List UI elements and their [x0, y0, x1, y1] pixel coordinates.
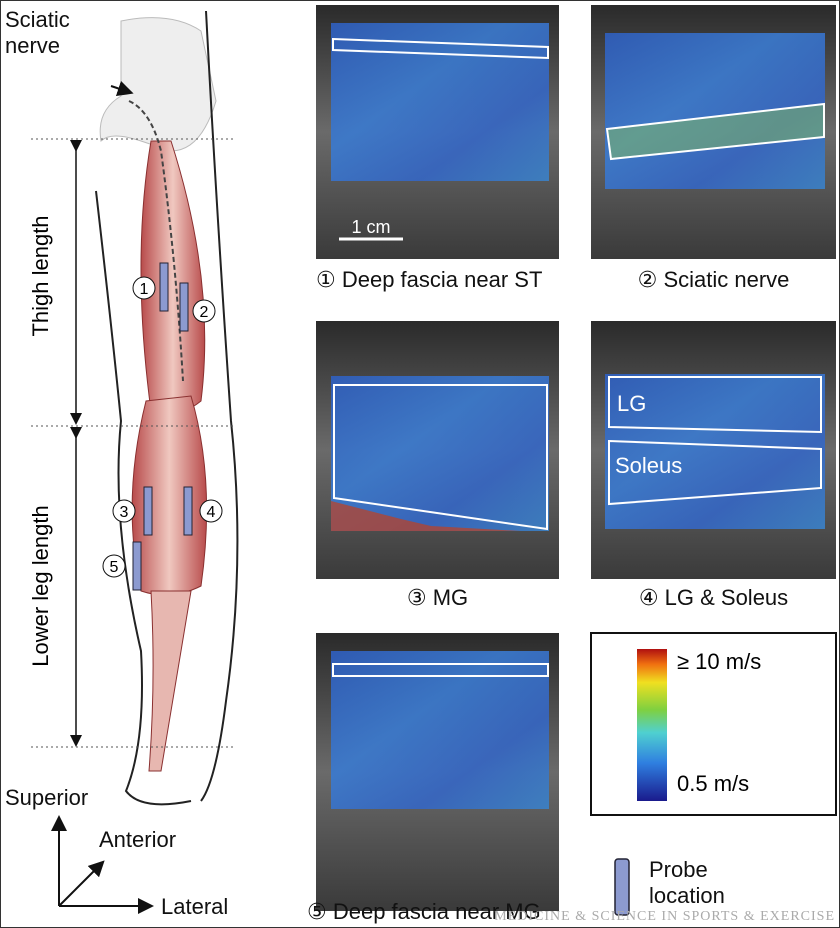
probe-marker	[192, 299, 216, 323]
roi	[332, 663, 549, 677]
probe-marker	[132, 276, 156, 300]
roi	[608, 439, 822, 506]
probe-number: 1	[140, 281, 149, 298]
probe	[159, 262, 169, 312]
colorbar-box: ≥ 10 m/s 0.5 m/s	[590, 632, 837, 816]
elastography-map	[605, 374, 825, 529]
elastography-map	[331, 651, 549, 809]
thigh-length-label: Thigh length	[28, 196, 54, 356]
elastography-map	[331, 23, 549, 181]
nerve-label: Sciatic nerve	[5, 7, 70, 58]
high-stiffness-area	[331, 501, 521, 531]
probe-marker	[102, 554, 126, 578]
axis-lateral: Lateral	[161, 894, 229, 919]
lower-leg-length-label: Lower leg length	[28, 486, 54, 686]
colorbar	[637, 649, 667, 801]
panel-2	[591, 5, 836, 259]
roi	[332, 37, 549, 60]
elastography-map	[331, 376, 549, 531]
watermark: MEDICINE & SCIENCE IN SPORTS & EXERCISE	[494, 909, 835, 924]
probe	[132, 541, 142, 591]
pelvis	[99, 17, 217, 152]
probe	[183, 486, 193, 536]
colorbar-min: 0.5 m/s	[677, 771, 749, 796]
scale-bar-label: 1 cm	[351, 217, 390, 237]
roi	[333, 384, 548, 531]
axis-arrow	[58, 860, 105, 907]
leg-illustration: 1 2 3 4 5	[31, 10, 239, 914]
colorbar-frame	[590, 632, 837, 816]
probe-legend-label: Probe location	[649, 857, 725, 908]
probe-marker	[199, 499, 223, 523]
probe-legend-swatch	[614, 858, 630, 916]
roi	[605, 102, 825, 161]
roi	[608, 376, 822, 434]
colorbar-max: ≥ 10 m/s	[677, 649, 761, 674]
elastography-map	[605, 33, 825, 189]
panel-caption: ⑤ Deep fascia near MG	[307, 899, 541, 924]
leg-outline	[200, 10, 239, 802]
probe-number: 4	[207, 504, 216, 521]
calf-muscles	[131, 395, 208, 596]
panel-caption: ① Deep fascia near ST	[316, 267, 543, 292]
panel-1: 1 cm	[316, 5, 559, 259]
panel-4: LG Soleus	[591, 321, 836, 579]
axis-anterior: Anterior	[99, 827, 177, 852]
probe-marker	[112, 499, 136, 523]
axis-superior: Superior	[5, 785, 89, 810]
panel-caption: ③ MG	[406, 585, 469, 610]
panel-3	[316, 321, 559, 579]
thigh-muscles	[140, 140, 206, 415]
probe-number: 2	[200, 304, 209, 321]
nerve-arrow	[110, 80, 134, 97]
region-label: LG	[617, 391, 646, 416]
panel-caption: ② Sciatic nerve	[637, 267, 790, 292]
leg-outline	[95, 190, 192, 806]
panel-5	[316, 633, 559, 911]
probe	[143, 486, 153, 536]
probe-number: 5	[110, 559, 119, 576]
panel-caption: ④ LG & Soleus	[638, 585, 789, 610]
probe	[179, 282, 189, 332]
region-label: Soleus	[615, 453, 682, 478]
probe-number: 3	[120, 504, 129, 521]
achilles	[148, 590, 192, 772]
